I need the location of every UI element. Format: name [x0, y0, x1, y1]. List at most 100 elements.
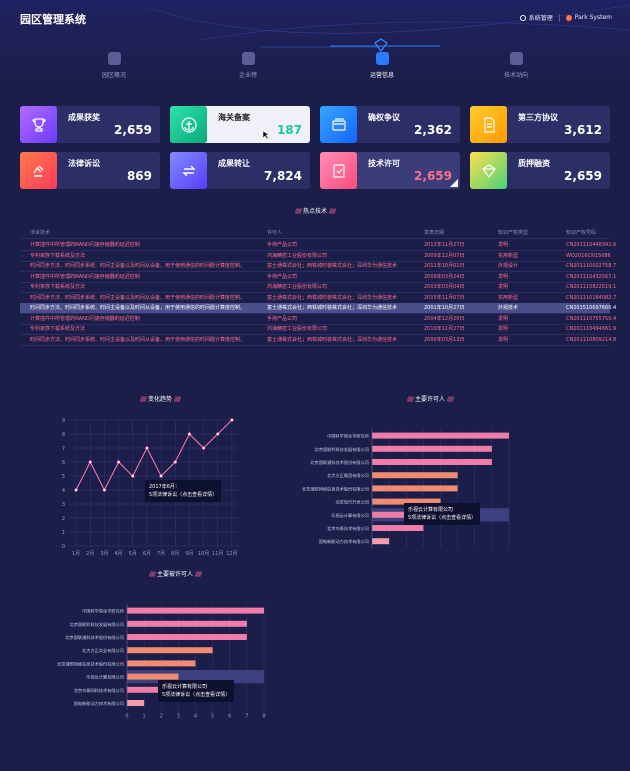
tooltip-line: 2017年6月： — [149, 484, 180, 490]
y-tick-label: 3 — [62, 502, 65, 508]
card-ownership-dispute[interactable]: 确权争议 2,362 — [320, 106, 460, 143]
x-tick-label: 6 — [228, 714, 231, 720]
card-litigation[interactable]: 法律诉讼 869 — [20, 152, 160, 189]
bar[interactable] — [372, 538, 390, 545]
data-point[interactable] — [159, 474, 163, 478]
table-cell: 鸿海精密工业股份有限公司 — [267, 284, 328, 290]
tab-operations-info[interactable]: 运营信息 — [352, 52, 412, 79]
bar-chart-icon — [241, 52, 255, 65]
card-customs-filing[interactable]: 海关备案 187 — [170, 106, 310, 143]
card-label: 成果获奖 — [68, 113, 100, 122]
bar[interactable] — [127, 673, 179, 680]
data-point[interactable] — [145, 446, 149, 450]
tab-enterprise-ranking[interactable]: 企业榜 — [218, 52, 278, 79]
table-cell: CN201110432567.1 — [566, 273, 617, 280]
data-point[interactable] — [230, 418, 234, 422]
table-cell: 发明 — [498, 284, 509, 290]
bar[interactable] — [127, 634, 247, 640]
card-value: 869 — [126, 169, 152, 183]
licensee-bar-chart: 0 1 2 3 4 5 6 7 8 中国科学院化学研究所北京国联利科技发展有限公司北京国联通科技术… — [57, 604, 266, 720]
table-row[interactable]: 时间同步方法、时间同步系统、时间主设备以及时间从设备，用于使用通信的时间戳计算度… — [20, 335, 616, 346]
card-transfer[interactable]: 成果转让 7,824 — [170, 152, 310, 189]
y-tick-label: 9 — [62, 418, 65, 424]
bar[interactable] — [372, 445, 492, 452]
table-row[interactable]: 计算插件中所管理的NAND闪速存储器的延迟控制 手持产品公司 2013年11月27日… — [20, 240, 616, 251]
card-third-party-agreement[interactable]: 第三方协议 3,612 — [470, 106, 610, 143]
table-row[interactable]: 计算插件中所管理的NAND闪速存储器的延迟控制 手持产品公司 2004年12月20日… — [20, 314, 616, 325]
bar[interactable] — [127, 686, 179, 693]
data-point[interactable] — [201, 446, 206, 450]
user-avatar-icon[interactable] — [565, 14, 572, 21]
bar[interactable] — [372, 472, 458, 479]
table-cell: 发明 — [498, 336, 509, 343]
category-label: 中国科学院化学研究所 — [327, 433, 369, 440]
category-label: 北京理想网络信息技术股份有限公司 — [57, 660, 124, 667]
table-row[interactable]: 计算插件中所管理的NAND闪速存储器的延迟控制 手持产品公司 2009年03月24日… — [20, 272, 616, 283]
settings-icon[interactable] — [519, 14, 526, 21]
x-tick-label: 5 — [211, 714, 214, 720]
data-point[interactable] — [187, 432, 192, 436]
bar[interactable] — [372, 459, 492, 465]
settings-link[interactable]: 系统管理 — [528, 15, 553, 22]
data-point[interactable] — [88, 460, 92, 464]
licensor-bar-chart: 012345678中国科学院化学研究所北京国联利科技发展有限公司北京国联通科技术… — [302, 429, 510, 548]
data-point[interactable] — [116, 460, 121, 464]
bar[interactable] — [127, 647, 213, 654]
data-point[interactable] — [102, 488, 107, 492]
data-point[interactable] — [173, 460, 177, 464]
title-decoration: ////// — [328, 208, 336, 215]
table-cell: 时间同步方法、时间同步系统、时间主设备以及时间从设备，用于使用通信的时间戳计算度… — [30, 305, 246, 311]
card-pledge-financing[interactable]: 质押融资 2,659 — [470, 152, 610, 189]
table-cell: 时间同步方法、时间同步系统、时间主设备以及时间从设备，用于使用通信的时间戳计算度… — [30, 294, 246, 301]
data-point[interactable] — [131, 474, 135, 478]
data-point[interactable] — [74, 488, 78, 492]
table-cell: 2009年12月07日 — [424, 252, 465, 259]
bar[interactable] — [372, 485, 458, 492]
category-label: 乐视云计算有限公司 — [331, 512, 369, 519]
table-cell: CN201110809214.8 — [566, 336, 617, 343]
x-tick-label: 2 — [160, 714, 163, 720]
header: 园区管理系统 系统管理 Park System — [0, 0, 630, 90]
bar[interactable] — [127, 660, 196, 667]
table-row[interactable]: 专利家族下载系统及方法 鸿海精密工业股份有限公司 2009年12月07日 实用新型 WO… — [20, 251, 611, 262]
category-label: 北京国联通科技术股份有限公司 — [310, 459, 369, 466]
x-tick-label: 5月 — [129, 551, 137, 557]
x-tick-label: 1 — [143, 714, 146, 720]
title-decoration: ////// — [406, 396, 414, 403]
table-row[interactable]: 专利家族下载系统及方法 鸿海精密工业股份有限公司 2010年11月27日 发明 CN20… — [20, 324, 616, 335]
card-value: 2,659 — [414, 169, 452, 183]
x-tick-label: 2月 — [86, 551, 94, 557]
table-cell: CN201110448342.6 — [566, 242, 617, 248]
card-label: 法律诉讼 — [68, 159, 100, 168]
x-tick-label: 1月 — [72, 551, 80, 557]
title-decoration: ////// — [194, 571, 202, 578]
table-cell: 许可人 — [267, 230, 283, 236]
table-row[interactable]: 时间同步方法、时间同步系统、时间主设备以及时间从设备，用于使用通信的时间戳计算度… — [20, 293, 616, 304]
bar[interactable] — [127, 700, 145, 706]
card-awards[interactable]: 成果获奖 2,659 — [20, 106, 160, 143]
app-title: 园区管理系统 — [20, 13, 86, 26]
bar[interactable] — [372, 498, 441, 505]
category-label: 北京国联利科技发展有限公司 — [70, 621, 124, 628]
tab-park-overview[interactable]: 园区概况 — [84, 52, 144, 79]
card-value: 187 — [276, 123, 302, 137]
card-tech-license[interactable]: 技术许可 2,659 — [320, 152, 460, 189]
bar[interactable] — [372, 511, 424, 518]
bar[interactable] — [127, 620, 247, 627]
bar[interactable] — [127, 607, 264, 614]
user-name[interactable]: Park System — [574, 14, 612, 21]
table-cell: CN201510697660.4 — [566, 305, 617, 311]
table-row[interactable]: 时间同步方法、时间同步系统、时间主设备以及时间从设备，用于使用通信的时间戳计算度… — [20, 261, 616, 272]
table-row-selected[interactable]: 时间同步方法、时间同步系统、时间主设备以及时间从设备，用于使用通信的时间戳计算度… — [20, 303, 616, 314]
bar[interactable] — [372, 525, 424, 531]
table-cell: 2009年03月24日 — [424, 273, 465, 280]
tab-tech-trends[interactable]: 技术动向 — [486, 52, 546, 79]
bar[interactable] — [372, 432, 509, 439]
table-cell: CN201110755750.4 — [566, 315, 617, 322]
licensee-tooltip: 乐视云计算有限公司 5项法律诉讼（点击查看详情） — [158, 680, 235, 702]
data-point[interactable] — [216, 432, 220, 436]
y-tick-label: 5 — [62, 474, 65, 480]
category-label: 北京国联利科技发展有限公司 — [315, 446, 369, 453]
table-row[interactable]: 专利家族下载系统及方法 鸿海精密工业股份有限公司 2003年03月04日 发明 CN20… — [20, 282, 616, 293]
x-tick-label: 8 — [262, 714, 265, 720]
